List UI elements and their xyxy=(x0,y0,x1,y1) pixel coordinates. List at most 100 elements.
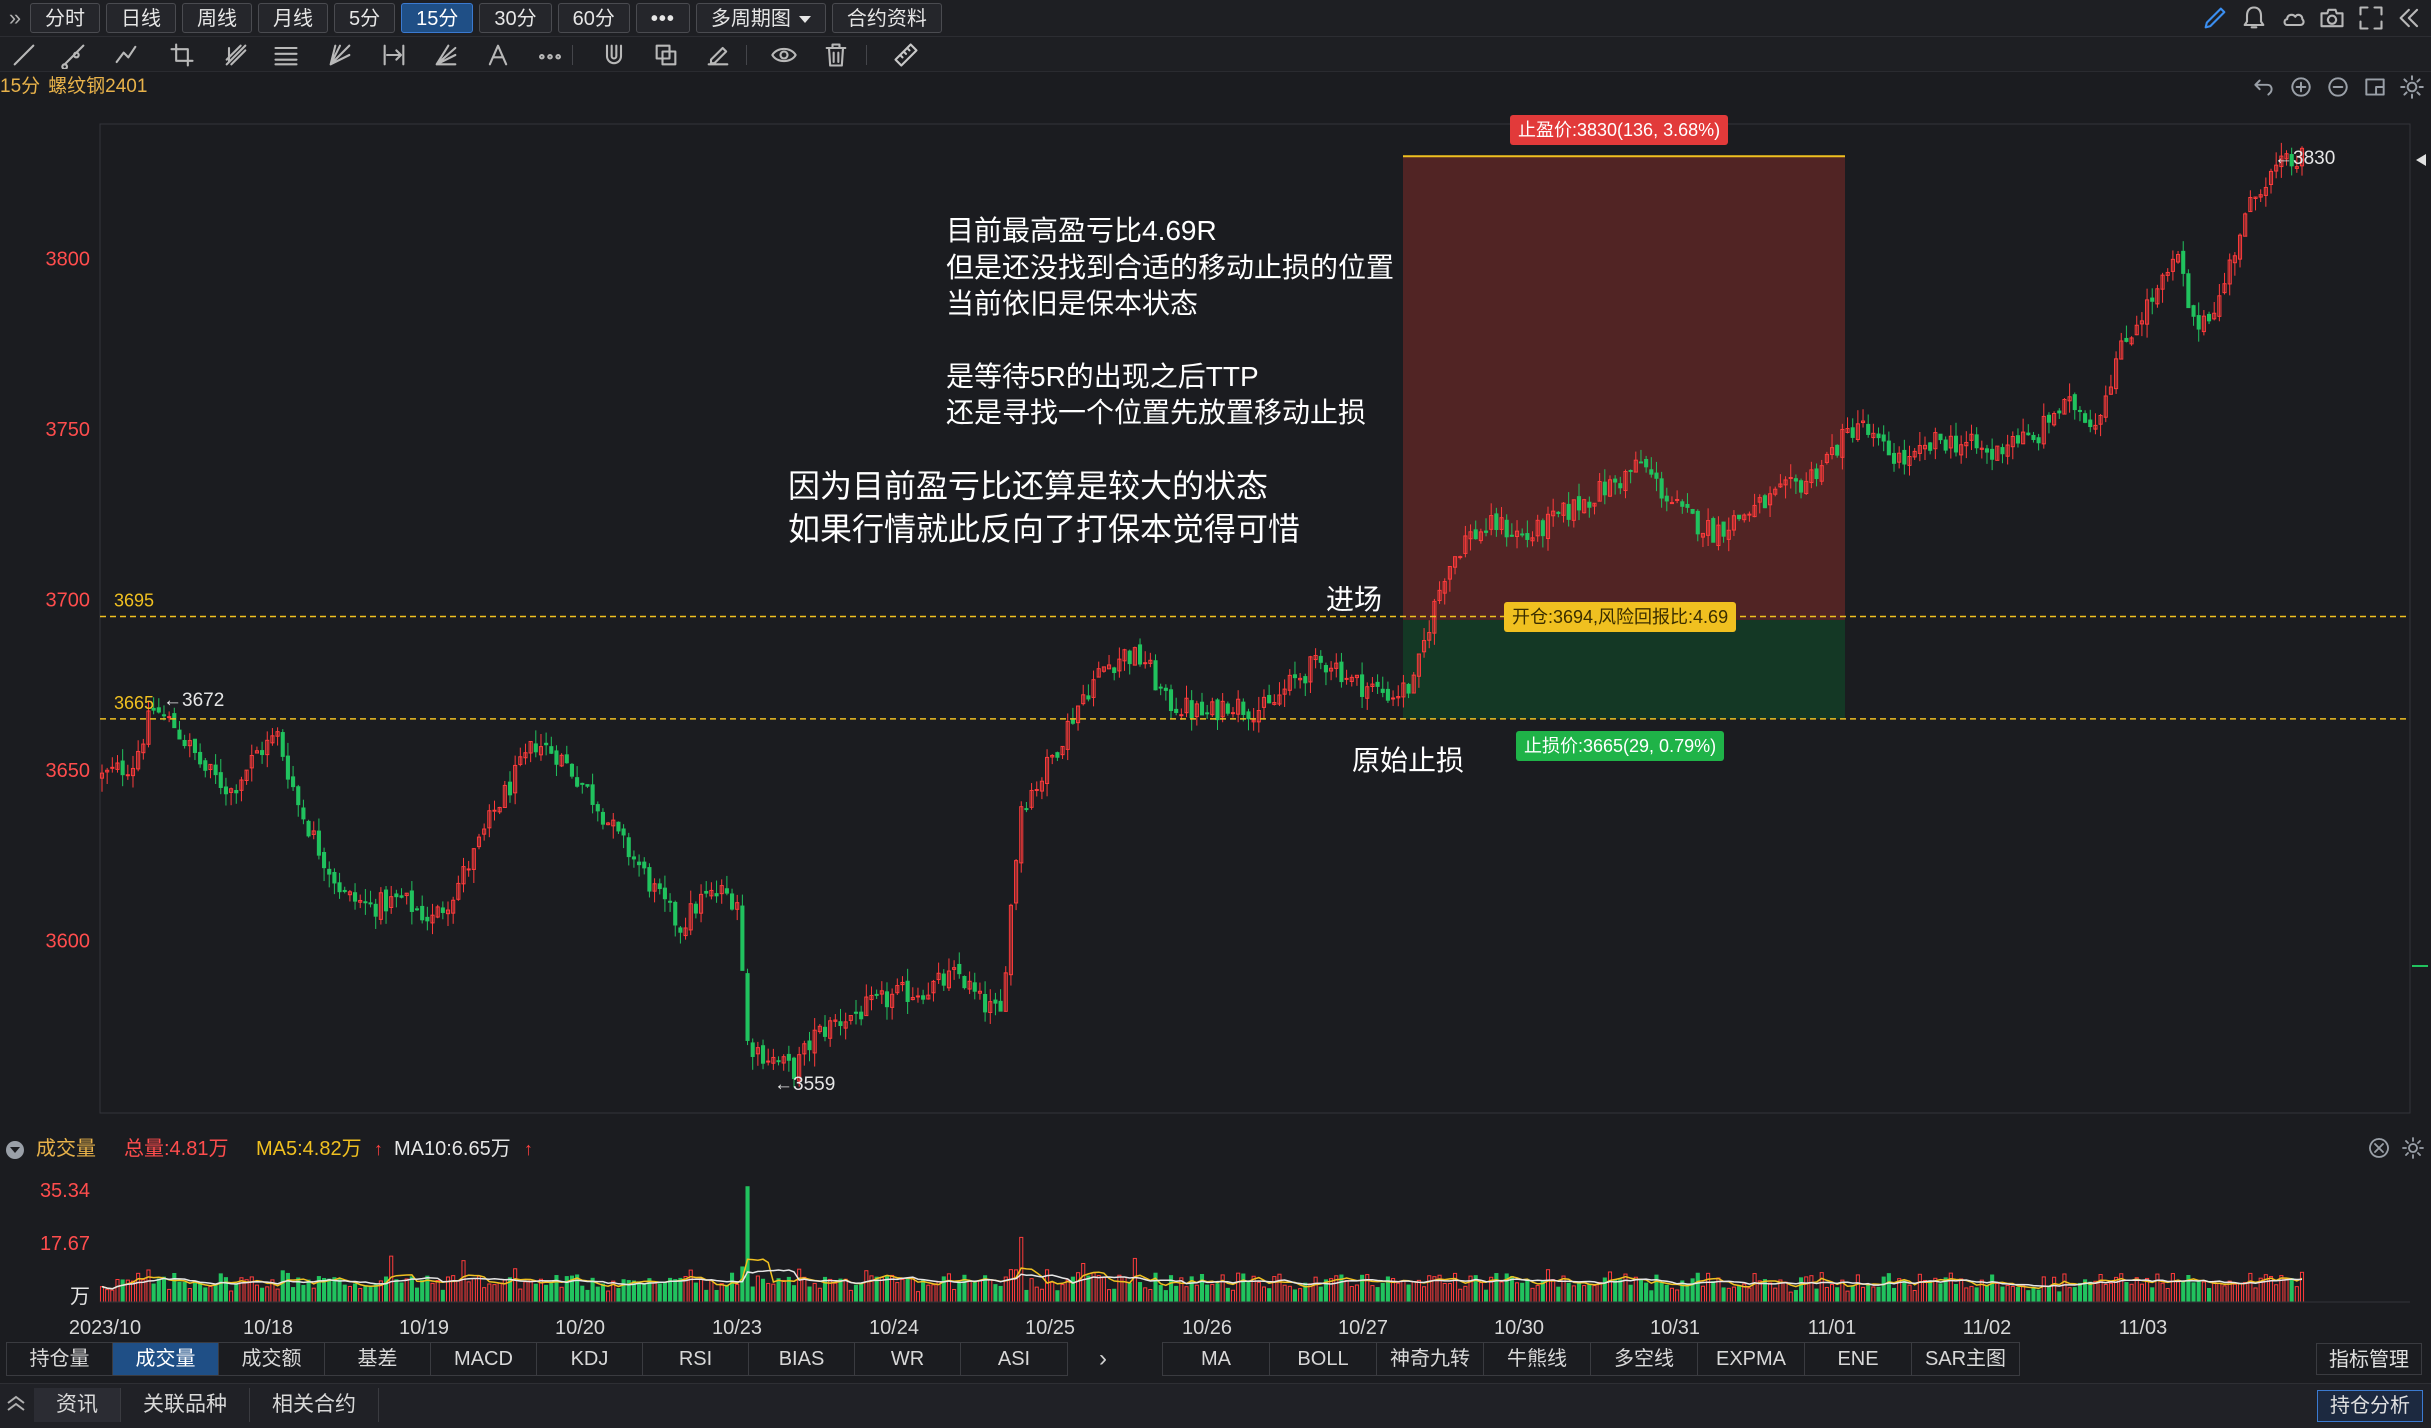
volume-chart[interactable]: 35.34 17.67 万 2023/10 10/18 10/19 10/20 10/23 10… xyxy=(0,1166,2431,1342)
indicator-tab-asi[interactable]: ASI xyxy=(997,1348,1031,1370)
volume-bar xyxy=(1922,1279,1928,1303)
settings-icon[interactable] xyxy=(2401,1136,2425,1160)
main-indicator-tab-expma[interactable]: EXPMA xyxy=(1698,1343,1805,1375)
volume-bar xyxy=(1990,1274,1995,1303)
period-tab-9[interactable]: 多周期图 xyxy=(695,3,826,33)
volume-bar xyxy=(2005,1284,2010,1303)
indicator-manage-button[interactable]: 指标管理 xyxy=(2316,1343,2422,1375)
indicator-tab-rsi[interactable]: RSI xyxy=(643,1343,749,1375)
open-position-tag[interactable]: 开仓:3694,风险回报比:4.69 xyxy=(1504,602,1737,632)
period-tab-3[interactable]: 月线 xyxy=(258,3,328,33)
candle-body xyxy=(435,906,440,918)
candle-body xyxy=(1360,674,1365,697)
profit-zone[interactable] xyxy=(1403,156,1845,620)
bell-icon[interactable] xyxy=(2239,4,2269,32)
pitchfork-tool-icon[interactable] xyxy=(222,41,250,67)
position-analysis-button[interactable]: 持仓分析 xyxy=(2317,1390,2423,1422)
close-circle-icon[interactable] xyxy=(2367,1136,2391,1160)
candle-body xyxy=(476,836,482,848)
main-indicator-tab-多空线[interactable]: 多空线 xyxy=(1591,1343,1698,1375)
period-tab-2[interactable]: 周线 xyxy=(182,3,252,33)
ray-tool-icon[interactable] xyxy=(60,41,88,71)
magnet-icon[interactable] xyxy=(600,41,628,67)
plot-area xyxy=(99,123,2411,1114)
bottom-tab-1[interactable]: 关联品种 xyxy=(121,1388,250,1422)
volume-bar xyxy=(1261,1286,1267,1303)
zoom-out-icon[interactable] xyxy=(2325,74,2351,100)
main-indicator-tab-boll[interactable]: BOLL xyxy=(1270,1343,1377,1375)
volume-bar xyxy=(1236,1272,1241,1303)
main-indicator-tab-ene[interactable]: ENE xyxy=(1805,1343,1912,1375)
fan-tool-icon[interactable] xyxy=(432,41,460,67)
gann-tool-icon[interactable] xyxy=(326,41,354,67)
more-tools-icon[interactable] xyxy=(536,41,564,67)
period-tab-1[interactable]: 日线 xyxy=(106,3,176,33)
candlestick-chart[interactable]: 3695 3665 3600 3650 3700 3750 3800 ←3830 ←3559… xyxy=(0,118,2431,1118)
period-tab-4[interactable]: 5分 xyxy=(334,3,396,33)
collapse-sidebar-button[interactable]: » xyxy=(8,5,22,30)
eye-icon[interactable] xyxy=(770,41,798,67)
main-indicator-tab-sar主图[interactable]: SAR主图 xyxy=(1924,1348,2007,1370)
indicator-tab-成交额[interactable]: 成交额 xyxy=(219,1343,325,1375)
fullscreen-icon[interactable] xyxy=(2356,4,2386,32)
camera-icon[interactable] xyxy=(2317,4,2347,32)
stop-loss-tag[interactable]: 止损价:3665(29, 0.79%) xyxy=(1516,731,1725,761)
settings-icon[interactable] xyxy=(2399,74,2425,100)
range-tool-icon[interactable] xyxy=(380,41,408,67)
period-tab-5[interactable]: 15分 xyxy=(401,3,474,33)
polyline-tool-icon[interactable] xyxy=(112,41,140,67)
volume-bar xyxy=(2103,1283,2108,1303)
main-indicator-tab-ma[interactable]: MA xyxy=(1163,1343,1270,1375)
period-tab-10[interactable]: 合约资料 xyxy=(831,3,942,33)
cloud-icon[interactable] xyxy=(2278,4,2308,32)
period-tab-0[interactable]: 分时 xyxy=(30,3,100,33)
bottom-tab-2[interactable]: 相关合约 xyxy=(250,1388,379,1422)
main-indicator-tab-牛熊线[interactable]: 牛熊线 xyxy=(1484,1343,1591,1375)
window-icon[interactable] xyxy=(2362,74,2388,100)
volume-bar xyxy=(1112,1288,1117,1303)
candle-body xyxy=(285,755,290,780)
pen-icon[interactable] xyxy=(2200,4,2230,32)
reason-line: 因为目前盈亏比还算是较大的状态 xyxy=(788,468,1269,504)
volume-bar xyxy=(1406,1284,1411,1303)
candle-body xyxy=(120,760,125,776)
indicator-tab-持仓量[interactable]: 持仓量 xyxy=(7,1343,113,1375)
undo-icon[interactable] xyxy=(2251,74,2277,100)
indicator-tab-基差[interactable]: 基差 xyxy=(325,1343,431,1375)
period-tab-7[interactable]: 60分 xyxy=(557,3,630,33)
text-tool-icon[interactable] xyxy=(484,41,512,67)
indicator-tab-macd[interactable]: MACD xyxy=(431,1343,537,1375)
clone-icon[interactable] xyxy=(652,41,680,67)
period-tab-8[interactable]: ••• xyxy=(635,3,690,33)
expand-panel-icon[interactable] xyxy=(4,1392,28,1416)
next-indicators-button[interactable]: › xyxy=(1099,1345,1107,1372)
volume-toggle-icon[interactable] xyxy=(6,1141,24,1159)
crop-tool-icon[interactable] xyxy=(168,41,196,67)
line-tool-icon[interactable] xyxy=(10,41,38,67)
period-tab-6[interactable]: 30分 xyxy=(479,3,552,33)
candle-body xyxy=(1974,434,1979,449)
main-indicator-tab-神奇九转[interactable]: 神奇九转 xyxy=(1377,1343,1484,1375)
candle-body xyxy=(786,1053,791,1061)
eraser-icon[interactable] xyxy=(704,41,732,67)
loss-zone[interactable] xyxy=(1403,619,1845,719)
indicator-tab-bias[interactable]: BIAS xyxy=(749,1343,855,1375)
volume-bar xyxy=(1422,1286,1427,1303)
candle-body xyxy=(2263,186,2268,196)
trash-icon[interactable] xyxy=(822,41,850,67)
collapse-icon[interactable] xyxy=(2395,4,2425,32)
fib-tool-icon[interactable] xyxy=(272,41,300,67)
candle-body xyxy=(1886,440,1891,456)
candle-body xyxy=(1959,444,1964,456)
indicator-tab-wr[interactable]: WR xyxy=(855,1343,961,1375)
bottom-tab-0[interactable]: 资讯 xyxy=(34,1388,121,1422)
zoom-in-icon[interactable] xyxy=(2288,74,2314,100)
indicator-tab-成交量[interactable]: 成交量 xyxy=(113,1343,219,1375)
candle-body xyxy=(203,760,208,771)
volume-bar xyxy=(492,1284,497,1303)
take-profit-tag[interactable]: 止盈价:3830(136, 3.68%) xyxy=(1510,115,1729,145)
candle-body xyxy=(729,893,735,910)
indicator-tab-kdj[interactable]: KDJ xyxy=(537,1343,643,1375)
candle-body xyxy=(1148,659,1153,664)
ruler-icon[interactable] xyxy=(892,41,920,67)
